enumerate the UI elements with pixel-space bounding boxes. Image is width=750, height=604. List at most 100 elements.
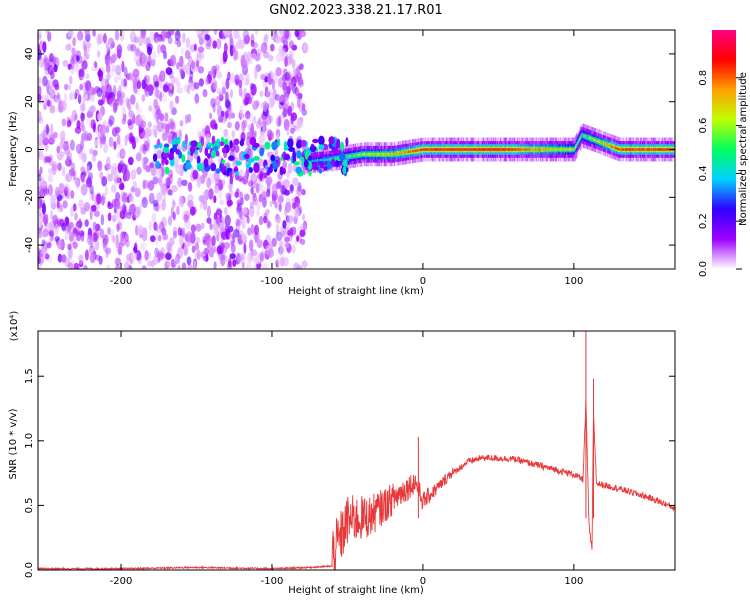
spectrogram-blob-cell [243, 153, 250, 159]
spectrogram-noise-cell [205, 234, 212, 242]
spectrogram-noise-cell [80, 183, 88, 196]
spectrogram-noise-cell [79, 83, 83, 91]
spectrogram-signal-cell [521, 148, 524, 151]
spectrogram-noise-cell [87, 106, 94, 118]
spectrogram-noise-cell [270, 43, 275, 52]
spectrogram-signal-cell [433, 148, 436, 151]
spectrogram-signal-cell [440, 148, 442, 151]
spectrogram-signal-cell [551, 148, 554, 151]
spectrogram-signal-cell [362, 153, 364, 156]
spectrogram-noise-cell [175, 95, 180, 104]
spectrogram-signal-cell [492, 148, 495, 151]
spectrogram-noise-cell [86, 118, 92, 127]
spectrogram-noise-cell [282, 220, 287, 229]
spectrogram-noise-cell [244, 69, 248, 80]
spectrogram-noise-cell [191, 245, 196, 253]
spectrogram-noise-cell [43, 54, 48, 63]
spectrogram-noise-cell [152, 176, 159, 185]
spectrogram-blob-cell [264, 165, 268, 170]
spectrogram-blob-cell [309, 145, 317, 153]
spectrogram-noise-cell [266, 236, 272, 244]
spectrogram-signal-cell [451, 148, 453, 151]
spectrogram-noise-cell [297, 182, 302, 192]
snr-x-ticks: -200 -100 0 100 [110, 331, 583, 587]
spectrogram-noise-cell [284, 99, 290, 111]
spectrogram-signal-cell [314, 159, 316, 162]
spectrogram-noise-cell [110, 228, 115, 239]
spectrogram-signal-cell [528, 148, 530, 151]
spectrogram-noise-cell [134, 118, 142, 126]
spectrogram-signal-cell [411, 150, 413, 153]
spectrogram-signal-cell [658, 148, 660, 151]
spectrogram-noise-cell [86, 234, 92, 245]
spectrogram-blob-cell [308, 155, 312, 161]
spectrogram-signal-cell [576, 142, 579, 145]
spectrogram-noise-cell [72, 241, 78, 249]
spectrogram-signal-cell [416, 149, 419, 152]
spectrogram-noise-cell [102, 240, 108, 252]
spectrogram-signal-cell [310, 159, 313, 163]
spectrogram-signal-cell [493, 148, 496, 151]
spectrogram-signal-cell [664, 148, 667, 151]
spectrogram-noise-cell [98, 255, 103, 265]
spectrogram-noise-cell [130, 94, 136, 105]
spectrogram-noise-cell [271, 237, 277, 247]
spectrogram-noise-cell [161, 30, 167, 38]
spectrogram-noise-cell [223, 128, 229, 138]
spectrogram-signal-cell [399, 152, 401, 155]
spectrogram-signal-cell [389, 153, 391, 156]
spectrogram-noise-cell [164, 177, 170, 186]
spectrogram-noise-cell [62, 166, 66, 177]
x-tick-label: 0 [420, 576, 426, 587]
spectrogram-signal-cell [554, 148, 556, 151]
spectrogram-noise-cell [68, 250, 73, 261]
spectrogram-noise-cell [179, 68, 184, 75]
spectrogram-noise-cell [151, 212, 157, 223]
spectrogram-noise-cell [172, 200, 176, 208]
spectrogram-noise-cell [203, 247, 210, 255]
spectrogram-noise-cell [67, 262, 74, 269]
spectrogram-blob-cell [215, 168, 221, 174]
spectrogram-noise-cell [62, 200, 68, 209]
spectrogram-signal-cell [563, 148, 565, 151]
spectrogram-noise-cell [155, 36, 162, 46]
spectrogram-signal-cell [431, 148, 433, 151]
spectrogram-noise-cell [85, 177, 92, 188]
spectrogram-signal-cell [557, 148, 559, 151]
spectrogram-blob-cell [190, 140, 198, 148]
spectrogram-noise-cell [256, 203, 262, 210]
spectrogram-noise-cell [254, 224, 259, 236]
spectrogram-noise-cell [147, 121, 152, 128]
spectrogram-noise-cell [135, 225, 139, 236]
spectrogram-noise-cell [119, 95, 123, 106]
spectrogram-signal-cell [567, 148, 570, 151]
spectrogram-noise-cell [250, 122, 254, 135]
spectrogram-signal-cell [501, 148, 504, 151]
spectrogram-noise-cell [161, 199, 166, 211]
spectrogram-noise-cell [97, 112, 103, 121]
spectrogram-blob-cell [172, 144, 178, 153]
spectrogram-noise-cell [105, 42, 109, 49]
spectrogram-blob-cell [264, 141, 271, 150]
spectrogram-signal-cell [618, 148, 621, 151]
spectrogram-noise-cell [88, 245, 95, 255]
spectrogram-noise-cell [241, 261, 245, 269]
spectrogram-signal-cell [546, 148, 548, 151]
spectrogram-noise-cell [94, 240, 100, 251]
spectrogram-signal-cell [614, 146, 616, 149]
spectrogram-signal-cell [408, 150, 410, 153]
spectrogram-noise-cell [70, 167, 76, 177]
spectrogram-signal-cell [360, 153, 362, 156]
spectrogram-noise-cell [64, 83, 69, 91]
spectrogram-noise-cell [66, 224, 72, 232]
spectrogram-signal-cell [661, 148, 663, 151]
spectrogram-noise-cell [167, 243, 173, 255]
spectrogram-noise-cell [293, 207, 300, 219]
spectrogram-noise-cell [216, 71, 223, 79]
spectrogram-noise-cell [85, 53, 90, 60]
spectrogram-noise-cell [72, 203, 77, 212]
spectrogram-noise-cell [161, 227, 167, 236]
spectrogram-signal-cell [424, 148, 427, 151]
spectrogram-noise-cell [92, 221, 97, 230]
